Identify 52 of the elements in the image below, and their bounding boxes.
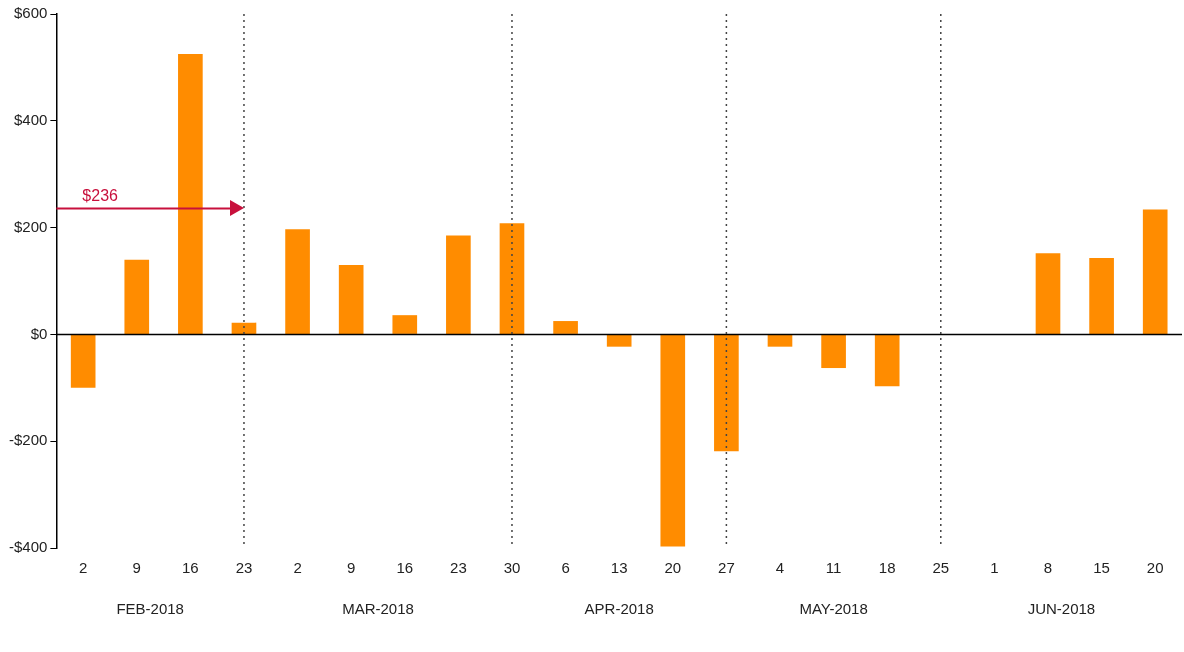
bar <box>1035 253 1061 334</box>
x-tick-label: 2 <box>293 559 302 577</box>
bar <box>606 334 632 347</box>
bar <box>70 334 96 388</box>
x-tick-label: 9 <box>347 559 356 577</box>
x-tick-label: 20 <box>1146 559 1164 577</box>
ref-line-label: $236 <box>82 186 119 204</box>
text: JUN-2018 <box>1027 600 1096 618</box>
x-tick-label: 4 <box>775 559 785 577</box>
bar <box>285 229 310 334</box>
x-tick-label: 11 <box>825 559 842 577</box>
x-tick-label: 20 <box>664 559 682 577</box>
bar <box>231 322 257 334</box>
x-tick-label: 16 <box>396 559 414 577</box>
x-tick-label: 25 <box>932 559 950 577</box>
bar <box>124 259 150 334</box>
x-tick-label: 8 <box>1043 559 1053 577</box>
bar <box>821 334 846 369</box>
bar <box>714 334 739 452</box>
y-tick-label: $200 <box>13 217 48 235</box>
text: FEB-2018 <box>116 600 184 618</box>
bar <box>178 54 203 334</box>
x-tick-label: 2 <box>78 559 88 577</box>
y-tick-label: $400 <box>13 110 48 128</box>
bar <box>660 334 686 547</box>
text: APR-2018 <box>584 600 654 618</box>
y-tick-label: $0 <box>30 324 48 342</box>
text: MAR-2018 <box>342 600 414 618</box>
bar <box>1089 258 1114 334</box>
bar <box>767 334 793 347</box>
x-tick-label: 27 <box>718 559 735 577</box>
y-tick-label: -$200 <box>8 431 48 449</box>
x-tick-label: 16 <box>182 559 199 577</box>
x-tick-label: 6 <box>561 559 570 577</box>
bar <box>553 321 578 334</box>
bar <box>1142 209 1168 334</box>
x-tick-label: 9 <box>132 559 141 577</box>
x-tick-label: 1 <box>990 559 999 577</box>
bar <box>338 264 364 334</box>
x-tick-label: 30 <box>503 559 521 577</box>
y-tick-label: -$400 <box>8 538 48 556</box>
text: MAY-2018 <box>799 600 868 618</box>
y-tick-label: $600 <box>13 4 48 22</box>
x-tick-label: 15 <box>1093 559 1110 577</box>
x-tick-label: 18 <box>878 559 896 577</box>
bar <box>874 334 900 387</box>
x-tick-label: 13 <box>610 559 628 577</box>
bar <box>392 315 418 334</box>
x-tick-label: 23 <box>235 559 253 577</box>
bar <box>446 235 471 334</box>
bar <box>499 223 525 334</box>
x-tick-label: 23 <box>450 559 467 577</box>
